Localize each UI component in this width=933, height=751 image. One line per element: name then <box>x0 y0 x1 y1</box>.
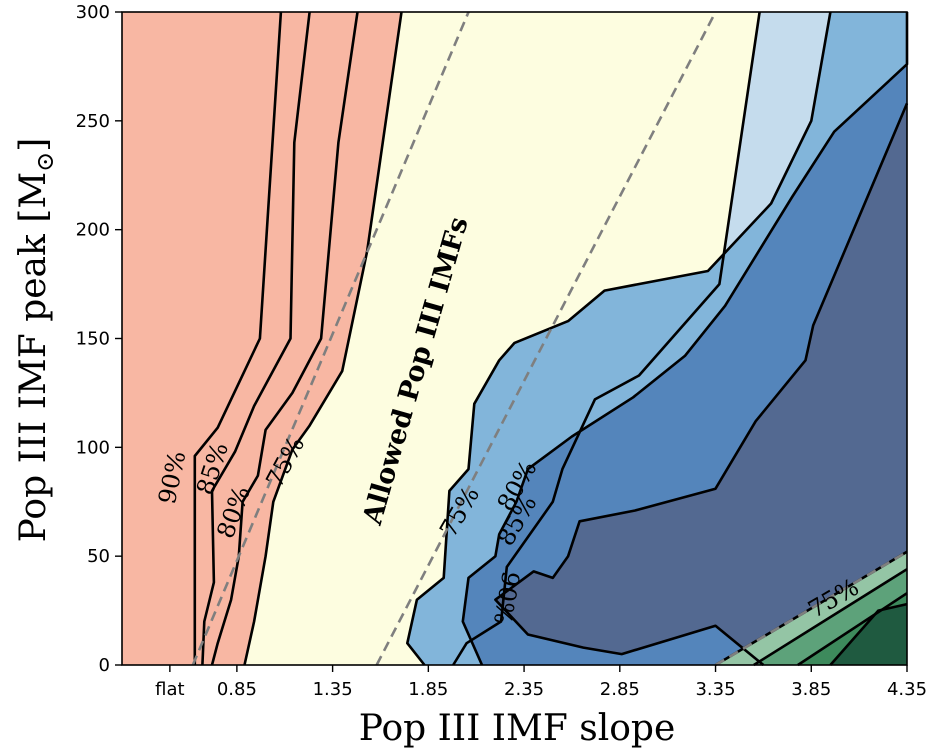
x-axis-label: Pop III IMF slope <box>359 708 676 749</box>
contour-lines <box>193 11 909 667</box>
contour-line-shallow-1 <box>201 11 311 666</box>
y-tick-label: 100 <box>76 437 110 458</box>
contour-line-shallow-3 <box>243 11 403 666</box>
bound-lines <box>191 11 908 667</box>
x-tick-label: 2.85 <box>600 679 640 700</box>
contour-regions <box>122 12 907 665</box>
y-tick-label: 0 <box>99 655 110 676</box>
x-tick-label: flat <box>155 679 184 700</box>
bound-line-lower <box>375 11 717 666</box>
contour-line-steep-9 <box>753 568 908 667</box>
y-tick-label: 50 <box>87 546 110 567</box>
x-tick-label: 0.85 <box>217 679 257 700</box>
x-tick-label: 3.85 <box>791 679 831 700</box>
x-axis: flat 0.85 1.35 1.85 2.35 2.85 3.35 3.85 4.35 <box>155 665 927 700</box>
y-axis-label-close: ] <box>13 138 54 152</box>
y-axis: 0 50 100 150 200 250 300 <box>76 2 122 676</box>
y-tick-label: 150 <box>76 329 110 350</box>
contour-line-shallow-2 <box>210 11 359 666</box>
contour-line-shallow-0 <box>193 11 283 665</box>
x-tick-label: 4.35 <box>887 679 927 700</box>
y-tick-label: 200 <box>76 220 110 241</box>
x-tick-label: 1.35 <box>313 679 353 700</box>
x-tick-label: 3.35 <box>695 679 735 700</box>
y-tick-label: 300 <box>76 2 110 23</box>
region-steep-90- <box>495 12 907 665</box>
y-axis-label-main: Pop III IMF peak [M <box>13 172 54 543</box>
y-tick-label: 250 <box>76 111 110 132</box>
bound-line-corner <box>714 550 908 667</box>
contour-line-steep-10 <box>797 592 908 667</box>
bound-line-upper <box>191 11 470 666</box>
contour-line-steep-11 <box>829 602 908 666</box>
x-tick-label: 1.85 <box>408 679 448 700</box>
contour-line-steep-4 <box>452 11 761 666</box>
y-axis-label: Pop III IMF peak [M⊙] <box>13 138 59 543</box>
contour-line-steep-7 <box>494 102 909 667</box>
y-axis-label-sun: ⊙ <box>31 152 59 172</box>
x-tick-label: 2.35 <box>504 679 544 700</box>
contour-line-steep-5 <box>405 11 832 666</box>
contour-line-steep-6 <box>461 12 909 666</box>
region-steep-corner-80- <box>753 12 907 665</box>
region-shallow-75- <box>122 12 402 665</box>
